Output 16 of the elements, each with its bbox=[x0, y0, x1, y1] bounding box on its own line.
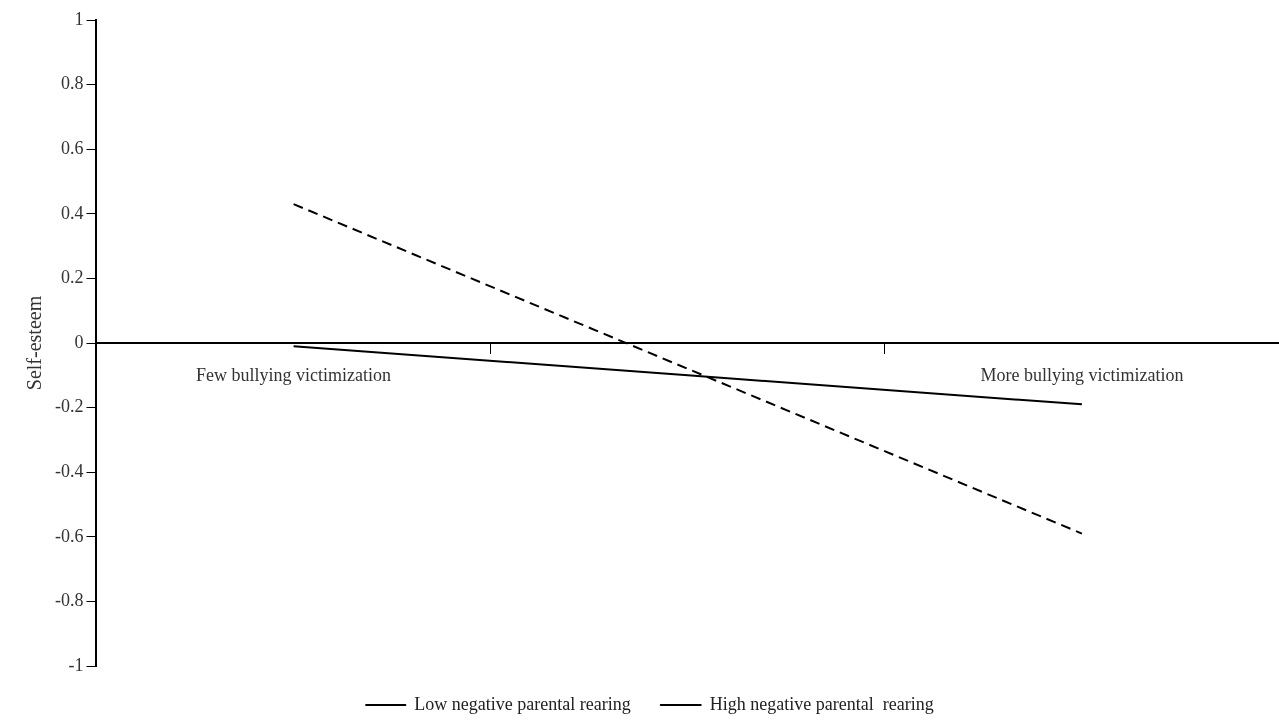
x-tick-label: Few bullying victimization bbox=[196, 364, 392, 385]
y-tick-label: -0.8 bbox=[54, 590, 84, 611]
y-tick-label: -0.6 bbox=[54, 525, 84, 546]
y-tick-label: 0.4 bbox=[60, 202, 84, 223]
y-tick-label: 1 bbox=[74, 8, 84, 29]
y-tick-label: -0.2 bbox=[54, 396, 84, 417]
y-axis-title: Self-esteem bbox=[23, 295, 46, 391]
y-tick-label: 0 bbox=[74, 331, 84, 352]
y-tick-label: -1 bbox=[68, 654, 84, 675]
y-tick-label: 0.6 bbox=[60, 137, 84, 158]
legend-label: Low negative parental rearing bbox=[414, 693, 631, 714]
legend-label: High negative parental rearing bbox=[709, 693, 934, 714]
y-tick-label: 0.2 bbox=[60, 267, 84, 288]
x-tick-label: More bullying victimization bbox=[980, 364, 1184, 385]
y-tick-label: -0.4 bbox=[54, 460, 84, 481]
y-tick-label: 0.8 bbox=[60, 73, 84, 94]
